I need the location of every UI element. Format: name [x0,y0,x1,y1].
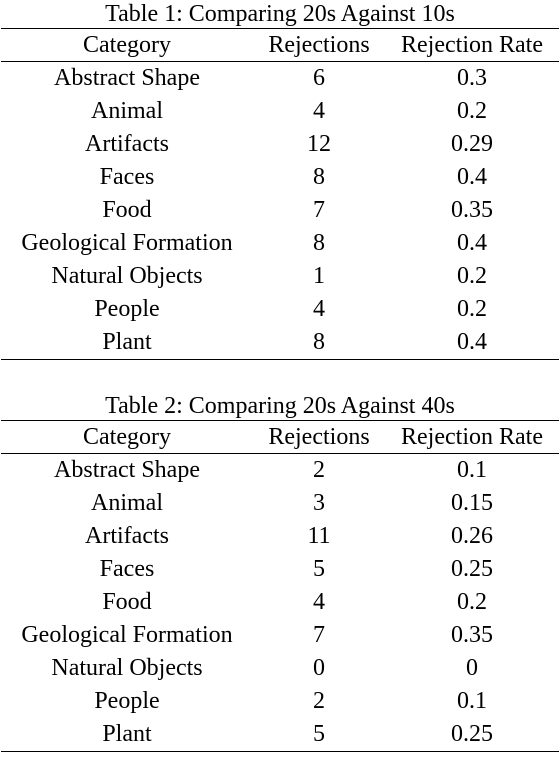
category-cell: Abstract Shape [54,65,200,91]
category-cell: Plant [1,718,253,752]
table-row: Animal 4 0.2 [1,95,559,128]
rejections-cell: 7 [313,622,325,648]
table-1-block: Table 1: Comparing 20s Against 10s Categ… [0,0,560,360]
column-header-rejection-rate: Rejection Rate [385,28,559,62]
table-caption: Table 2: Comparing 20s Against 40s [105,393,455,419]
category-cell: Artifacts [85,523,169,549]
data-table: Category Rejections Rejection Rate Abstr… [1,28,559,360]
table-row: People 4 0.2 [1,293,559,326]
rejection-rate-cell: 0.4 [457,164,487,190]
rejections-cell: 8 [313,230,325,256]
category-cell: Geological Formation [21,622,233,648]
rejections-cell: 2 [313,688,325,714]
table-row: Geological Formation 7 0.35 [1,619,559,652]
table-row: Plant 8 0.4 [1,326,559,360]
rejections-cell: 5 [313,556,325,582]
rejection-rate-cell: 0 [466,655,478,681]
rejection-rate-cell: 0.35 [451,197,493,223]
rejections-cell: 12 [307,131,331,157]
rejections-cell: 8 [313,164,325,190]
rejections-cell: 4 [313,296,325,322]
column-header-category: Category [1,28,253,62]
rejection-rate-cell: 0.29 [451,131,493,157]
rejection-rate-cell: 0.2 [457,589,487,615]
table-row: Natural Objects 1 0.2 [1,260,559,293]
table-row: Plant 5 0.25 [1,718,559,752]
table-row: Food 4 0.2 [1,586,559,619]
rejections-cell: 4 [313,98,325,124]
data-table: Category Rejections Rejection Rate Abstr… [1,420,559,752]
category-cell: Faces [99,164,155,190]
category-cell: Faces [99,556,155,582]
rejections-cell: 7 [313,197,325,223]
header-row: Category Rejections Rejection Rate [1,28,559,62]
column-header-rejections: Rejections [253,28,385,62]
rejections-cell: 2 [313,457,325,483]
rejections-cell: 4 [313,589,325,615]
category-cell: Artifacts [85,131,169,157]
rejection-rate-cell: 0.26 [451,523,493,549]
category-cell: Abstract Shape [54,457,200,483]
category-cell: Food [102,197,152,223]
rejections-cell: 8 [253,326,385,360]
table-row: Natural Objects 0 0 [1,652,559,685]
table-row: Geological Formation 8 0.4 [1,227,559,260]
category-cell: Animal [91,490,163,516]
category-cell: Food [102,589,152,615]
table-row: Animal 3 0.15 [1,487,559,520]
header-row: Category Rejections Rejection Rate [1,420,559,454]
category-cell: Geological Formation [21,230,233,256]
rejections-cell: 1 [313,263,325,289]
rejections-cell: 6 [313,65,325,91]
category-cell: People [94,296,160,322]
category-cell: People [94,688,160,714]
rejection-rate-cell: 0.35 [451,622,493,648]
rejections-cell: 5 [253,718,385,752]
rejection-rate-cell: 0.1 [457,457,487,483]
rejection-rate-cell: 0.2 [457,98,487,124]
rejection-rate-cell: 0.15 [451,490,493,516]
table-row: Artifacts 12 0.29 [1,128,559,161]
rejection-rate-cell: 0.1 [457,688,487,714]
rejection-rate-cell: 0.2 [457,263,487,289]
rejections-cell: 11 [307,523,331,549]
column-header-category: Category [1,420,253,454]
table-row: Abstract Shape 6 0.3 [1,62,559,96]
category-cell: Natural Objects [51,263,203,289]
table-caption: Table 1: Comparing 20s Against 10s [105,1,455,27]
rejection-rate-cell: 0.25 [451,556,493,582]
column-header-rejections: Rejections [253,420,385,454]
category-cell: Plant [1,326,253,360]
table-2-block: Table 2: Comparing 20s Against 40s Categ… [0,392,560,752]
rejections-cell: 3 [313,490,325,516]
table-row: Faces 5 0.25 [1,553,559,586]
table-row: Food 7 0.35 [1,194,559,227]
rejection-rate-cell: 0.25 [385,718,559,752]
table-row: Abstract Shape 2 0.1 [1,454,559,488]
rejection-rate-cell: 0.2 [457,296,487,322]
column-header-rejection-rate: Rejection Rate [385,420,559,454]
rejection-rate-cell: 0.4 [457,230,487,256]
rejection-rate-cell: 0.3 [457,65,487,91]
table-row: People 2 0.1 [1,685,559,718]
category-cell: Natural Objects [51,655,203,681]
rejection-rate-cell: 0.4 [385,326,559,360]
rejections-cell: 0 [313,655,325,681]
table-row: Artifacts 11 0.26 [1,520,559,553]
table-row: Faces 8 0.4 [1,161,559,194]
category-cell: Animal [91,98,163,124]
